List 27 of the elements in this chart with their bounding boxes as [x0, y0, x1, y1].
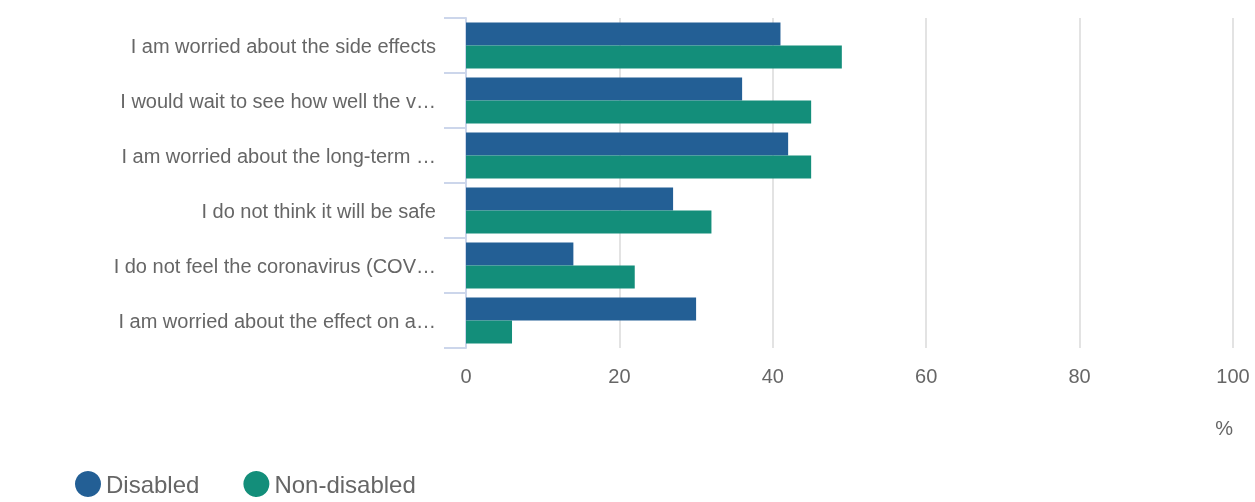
y-tick-label: I would wait to see how well the v… — [120, 89, 436, 112]
bar — [466, 320, 513, 344]
bar — [466, 100, 812, 124]
y-tick-label: I am worried about the side effects — [130, 34, 436, 57]
y-tick-label: I do not think it will be safe — [201, 199, 436, 222]
legend-label: Disabled — [106, 470, 200, 498]
x-tick-label: 40 — [761, 365, 784, 387]
x-tick-label: 60 — [915, 365, 938, 387]
x-axis-title: % — [1215, 417, 1234, 439]
y-tick-label: I do not feel the coronavirus (COV… — [113, 254, 436, 277]
bar — [466, 22, 781, 46]
y-tick-label: I am worried about the long-term … — [121, 144, 436, 167]
x-tick-label: 100 — [1216, 365, 1250, 387]
bar — [466, 265, 635, 289]
legend-label: Non-disabled — [274, 470, 416, 498]
bar — [466, 132, 789, 156]
bar — [466, 45, 842, 69]
bar — [466, 155, 812, 179]
y-tick-label: I am worried about the effect on a… — [118, 309, 436, 332]
x-tick-label: 0 — [460, 365, 472, 387]
x-tick-label: 20 — [608, 365, 631, 387]
bar — [466, 210, 712, 234]
bar — [466, 187, 674, 211]
bar — [466, 77, 743, 101]
bar — [466, 297, 697, 321]
bar — [466, 242, 574, 266]
x-tick-label: 80 — [1068, 365, 1091, 387]
